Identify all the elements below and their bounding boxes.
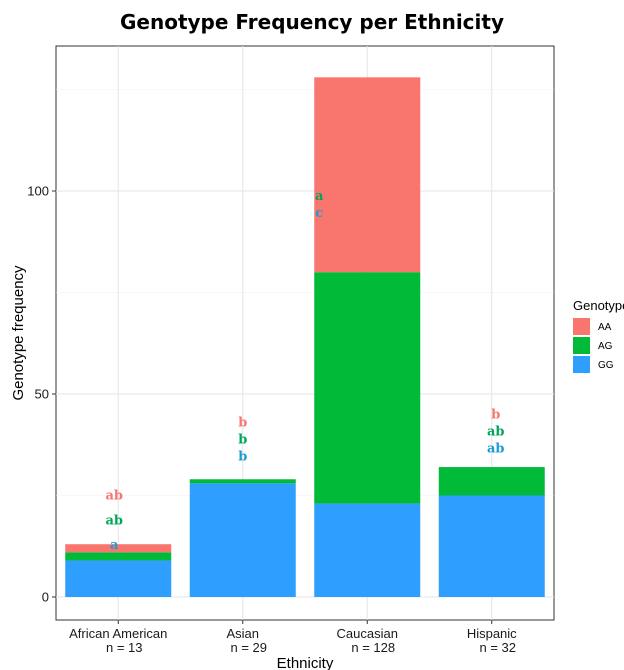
bar-segment-GG bbox=[189, 483, 296, 597]
letter-AA: b bbox=[238, 415, 247, 430]
x-tick-label: Hispanic bbox=[467, 626, 517, 641]
letter-GG: ab bbox=[487, 441, 505, 456]
bars bbox=[65, 77, 545, 597]
bar-segment-GG bbox=[438, 495, 545, 597]
legend-label: GG bbox=[598, 360, 614, 371]
y-axis-title: Genotype frequency bbox=[10, 265, 27, 401]
letter-AA: ab bbox=[105, 489, 123, 504]
bar-segment-AG bbox=[438, 467, 545, 496]
x-tick-label: African American bbox=[69, 626, 167, 641]
letter-GG: c bbox=[315, 206, 323, 221]
letter-GG: b bbox=[238, 450, 247, 465]
y-tick-label: 50 bbox=[35, 387, 49, 402]
letter-AG: ab bbox=[487, 424, 505, 439]
bar-segment-GG bbox=[314, 503, 421, 597]
legend: Genotype AA AG GG bbox=[573, 298, 624, 373]
legend-label: AA bbox=[598, 322, 612, 333]
bar-segment-AG bbox=[65, 552, 172, 561]
bar-segment-GG bbox=[65, 560, 172, 597]
y-axis: 0 50 100 bbox=[27, 184, 56, 605]
bar-segment-AA bbox=[65, 544, 172, 553]
legend-key-AG bbox=[573, 337, 590, 354]
x-tick-count: n = 29 bbox=[230, 640, 267, 655]
letter-AA: a bbox=[315, 172, 324, 187]
legend-key-AA bbox=[573, 318, 590, 335]
x-tick-count: n = 32 bbox=[479, 640, 516, 655]
letter-AG: ab bbox=[105, 513, 123, 528]
x-tick-label: Asian bbox=[226, 626, 259, 641]
x-tick-count: n = 13 bbox=[106, 640, 143, 655]
bar-segment-AA bbox=[314, 77, 421, 273]
legend-label: AG bbox=[598, 341, 613, 352]
letter-GG: a bbox=[110, 538, 119, 553]
letter-AA: b bbox=[491, 407, 500, 422]
y-tick-label: 0 bbox=[42, 590, 49, 605]
x-tick-count: n = 128 bbox=[351, 640, 395, 655]
letter-AG: a bbox=[315, 189, 324, 204]
y-tick-label: 100 bbox=[27, 184, 49, 199]
bar-segment-AG bbox=[189, 479, 296, 484]
legend-key-GG bbox=[573, 356, 590, 373]
chart-title: Genotype Frequency per Ethnicity bbox=[120, 10, 504, 34]
legend-title: Genotype bbox=[573, 298, 624, 313]
x-tick-label: Caucasian bbox=[337, 626, 398, 641]
bar-segment-AG bbox=[314, 272, 421, 504]
x-axis-title: Ethnicity bbox=[277, 655, 334, 670]
letter-AG: b bbox=[238, 432, 247, 447]
